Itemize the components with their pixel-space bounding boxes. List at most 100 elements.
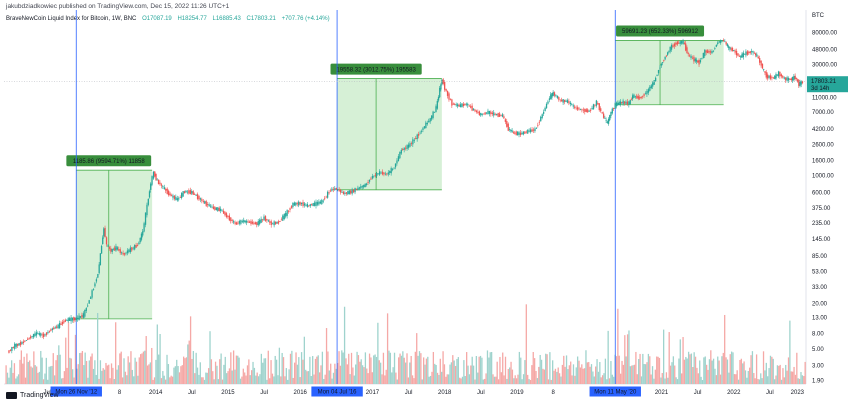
candle-body bbox=[506, 121, 508, 127]
candle-body bbox=[611, 108, 613, 114]
volume-bar bbox=[461, 376, 464, 384]
candle-body bbox=[345, 192, 348, 194]
time-axis-tick: 8 bbox=[118, 390, 122, 396]
candle-body bbox=[50, 329, 52, 331]
volume-bar bbox=[13, 363, 16, 384]
volume-bar bbox=[554, 368, 557, 384]
volume-bar bbox=[760, 373, 762, 384]
volume-bar bbox=[363, 367, 365, 384]
volume-bar bbox=[345, 358, 347, 384]
volume-bar bbox=[178, 372, 181, 384]
candle-body bbox=[746, 51, 749, 55]
candle-body bbox=[670, 45, 673, 50]
volume-bar bbox=[527, 374, 529, 384]
volume-bar bbox=[177, 366, 179, 384]
volume-bar bbox=[411, 375, 414, 384]
volume-bar bbox=[380, 362, 382, 384]
candle-body bbox=[352, 189, 355, 193]
volume-bar bbox=[441, 371, 443, 384]
candle-body bbox=[661, 62, 664, 64]
volume-bar bbox=[155, 359, 157, 384]
candle-body bbox=[601, 112, 603, 114]
candle-body bbox=[347, 191, 349, 195]
candle-body bbox=[18, 343, 20, 346]
candle-body bbox=[597, 102, 599, 105]
candle-body bbox=[795, 77, 798, 79]
volume-bar bbox=[601, 375, 604, 384]
volume-bar bbox=[470, 365, 472, 384]
candle-body bbox=[613, 107, 615, 109]
volume-bar bbox=[237, 355, 239, 384]
volume-bar bbox=[325, 328, 328, 384]
volume-bar bbox=[644, 364, 647, 384]
candle-body bbox=[350, 190, 352, 194]
volume-bar bbox=[556, 371, 558, 384]
candle-body bbox=[785, 77, 787, 81]
candle-body bbox=[574, 106, 576, 108]
candle-body bbox=[676, 41, 678, 45]
volume-bar bbox=[5, 365, 7, 384]
candle-body bbox=[257, 221, 259, 226]
volume-bar bbox=[280, 376, 282, 384]
candle-body bbox=[695, 59, 698, 62]
candle-body bbox=[277, 221, 280, 224]
volume-bar bbox=[468, 374, 471, 384]
volume-bar bbox=[435, 364, 437, 384]
candle-body bbox=[507, 123, 509, 131]
candle-body bbox=[250, 220, 252, 225]
candle-body bbox=[58, 323, 61, 329]
candle-body bbox=[742, 52, 744, 58]
volume-bar bbox=[699, 360, 701, 384]
candle-body bbox=[315, 201, 317, 207]
candle-body bbox=[85, 308, 87, 311]
candle-body bbox=[129, 247, 132, 253]
candle-body bbox=[606, 121, 609, 123]
candle-body bbox=[173, 195, 176, 200]
volume-bar bbox=[489, 352, 491, 384]
volume-bar bbox=[85, 360, 88, 384]
volume-bar bbox=[45, 357, 47, 384]
candle-body bbox=[412, 139, 414, 145]
candle-body bbox=[218, 207, 220, 212]
volume-bar bbox=[174, 366, 176, 384]
volume-bar bbox=[324, 374, 326, 384]
price-axis-tick: 1.90 bbox=[812, 378, 824, 384]
candle-body bbox=[630, 99, 633, 101]
volume-bar bbox=[8, 377, 10, 384]
price-axis-tick: 11000.00 bbox=[812, 95, 837, 101]
candle-body bbox=[233, 221, 235, 223]
volume-bar bbox=[492, 374, 494, 384]
candle-body bbox=[100, 245, 103, 254]
volume-bar bbox=[142, 351, 145, 384]
candle-body bbox=[248, 221, 251, 223]
volume-bar bbox=[610, 361, 612, 384]
volume-bar bbox=[277, 375, 279, 384]
candle-body bbox=[9, 350, 12, 351]
volume-bar bbox=[436, 372, 439, 384]
volume-bar bbox=[220, 353, 222, 384]
volume-bar bbox=[482, 379, 484, 384]
candle-body bbox=[365, 183, 368, 185]
volume-bar bbox=[542, 368, 544, 384]
candle-body bbox=[779, 71, 781, 77]
volume-bar bbox=[330, 363, 332, 384]
volume-bar bbox=[442, 351, 444, 384]
candle-body bbox=[318, 201, 320, 205]
volume-bar bbox=[227, 371, 229, 384]
volume-bar bbox=[477, 372, 479, 384]
volume-bar bbox=[730, 351, 733, 384]
candle-body bbox=[681, 41, 683, 44]
ohlc-close: C17803.21 bbox=[246, 16, 276, 22]
candle-body bbox=[585, 109, 587, 112]
candle-body bbox=[516, 131, 519, 136]
volume-bar bbox=[97, 312, 99, 384]
candle-body bbox=[496, 114, 498, 116]
candle-body bbox=[267, 220, 270, 222]
volume-bar bbox=[418, 351, 421, 384]
candle-body bbox=[741, 53, 743, 58]
volume-bar bbox=[381, 374, 383, 384]
volume-bar bbox=[540, 359, 543, 384]
volume-bar bbox=[471, 356, 473, 384]
candle-body bbox=[707, 50, 709, 54]
